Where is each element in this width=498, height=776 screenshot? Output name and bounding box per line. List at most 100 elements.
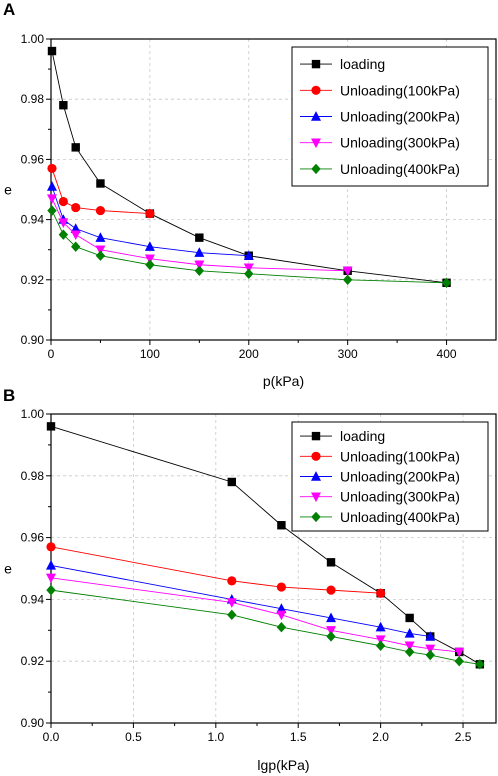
x-tick-label: 2.5	[455, 730, 472, 744]
data-point	[95, 205, 106, 216]
legend-entry: loading	[340, 56, 385, 72]
data-point	[276, 622, 287, 633]
legend-marker	[311, 163, 321, 175]
x-tick-label: 300	[338, 347, 358, 361]
data-point	[326, 626, 337, 636]
data-point	[375, 640, 386, 651]
data-point	[326, 558, 336, 567]
data-point	[425, 649, 435, 661]
ticks: 0.0 0.5 1.0 1.5 2.0 2.5 0.90 0.92 0.94 0.96 0.98 1.…	[21, 407, 472, 744]
data-point	[475, 659, 485, 670]
panel-label: B	[3, 386, 15, 405]
data-point	[276, 582, 287, 592]
x-axis-label: p(kPa)	[263, 373, 304, 389]
data-point	[46, 194, 57, 204]
data-point	[71, 241, 81, 252]
legend-marker	[311, 59, 321, 69]
data-point	[454, 647, 465, 658]
data-point	[144, 254, 155, 265]
x-tick-label: 0.0	[43, 730, 60, 744]
data-point	[194, 260, 205, 271]
series-unloading-400kpa	[47, 205, 452, 289]
data-point	[96, 179, 105, 188]
data-point	[404, 627, 415, 638]
data-point	[58, 229, 69, 240]
data-point	[243, 250, 254, 260]
data-point	[95, 245, 106, 256]
data-point	[95, 232, 106, 242]
ticks: 0 100 200 300 400 0.90 0.92 0.94 0.96 0.98 1.00	[21, 32, 457, 361]
data-point	[71, 143, 80, 152]
data-point	[46, 181, 57, 191]
data-point	[46, 542, 56, 552]
y-tick-label: 0.96	[21, 531, 45, 545]
series-unloading-200kpa	[46, 181, 254, 260]
legend-marker	[311, 492, 321, 503]
legend: loading Unloading(100kPa) Unloading(200kPa…	[291, 421, 489, 532]
legend-entry: loading	[340, 428, 385, 444]
data-point	[405, 613, 414, 623]
data-point	[71, 202, 81, 213]
series-unloading-100kpa	[46, 542, 386, 598]
y-tick-label: 0.90	[21, 716, 45, 730]
panel-a: A 0 100 200 300 400 0.90 0.92 0.94 0.96 0.98 1.00 p(…	[3, 0, 497, 389]
series-unloading-400kpa	[46, 584, 485, 670]
data-point	[276, 610, 287, 621]
series-unloading-200kpa	[46, 560, 436, 641]
y-tick-label: 0.98	[21, 92, 45, 106]
x-tick-label: 0	[48, 347, 55, 361]
panel-label: A	[3, 0, 15, 19]
data-point	[194, 265, 205, 276]
legend-entry: Unloading(300kPa)	[340, 135, 460, 151]
data-point	[95, 250, 106, 261]
data-point	[58, 218, 69, 229]
x-tick-label: 1.5	[290, 730, 307, 744]
data-point	[46, 584, 56, 596]
legend-entry: Unloading(300kPa)	[340, 489, 460, 505]
series-line	[50, 577, 460, 653]
data-point	[70, 230, 81, 241]
data-point	[47, 205, 57, 216]
y-tick-label: 0.94	[21, 213, 45, 227]
data-point	[375, 635, 386, 645]
series-unloading-300kpa	[46, 194, 353, 277]
x-axis-label: lgp(kPa)	[257, 757, 309, 773]
legend-marker	[311, 431, 321, 441]
data-point	[375, 621, 386, 632]
data-point	[145, 259, 155, 270]
legend-entry: Unloading(200kPa)	[340, 109, 460, 125]
data-point	[326, 612, 337, 623]
data-point	[243, 263, 254, 274]
y-tick-label: 0.90	[21, 333, 45, 347]
y-tick-label: 0.94	[21, 592, 45, 606]
legend-entry: Unloading(400kPa)	[340, 509, 460, 525]
data-point	[70, 223, 81, 233]
x-tick-label: 100	[140, 347, 160, 361]
y-tick-label: 0.92	[21, 273, 45, 287]
series-line	[50, 589, 480, 665]
y-tick-label: 1.00	[21, 407, 45, 421]
data-point	[227, 477, 237, 487]
data-point	[425, 644, 436, 655]
data-point	[404, 641, 415, 652]
y-tick-label: 0.92	[21, 654, 45, 668]
data-point	[195, 233, 204, 242]
y-tick-label: 0.96	[21, 152, 45, 166]
legend-entry: Unloading(200kPa)	[340, 469, 460, 485]
legend-marker	[311, 111, 321, 121]
data-point	[47, 46, 57, 56]
legend-entry: Unloading(100kPa)	[340, 82, 460, 98]
y-tick-label: 0.98	[21, 469, 45, 483]
legend-marker	[311, 138, 321, 149]
data-point	[46, 560, 56, 570]
x-tick-label: 1.0	[207, 730, 224, 744]
data-point	[226, 598, 237, 608]
data-point	[194, 247, 205, 257]
data-point	[227, 609, 237, 621]
data-point	[277, 521, 286, 530]
data-point	[342, 274, 353, 285]
x-tick-label: 0.5	[125, 730, 142, 744]
series-unloading-100kpa	[47, 163, 155, 219]
y-axis-label: e	[4, 561, 12, 577]
